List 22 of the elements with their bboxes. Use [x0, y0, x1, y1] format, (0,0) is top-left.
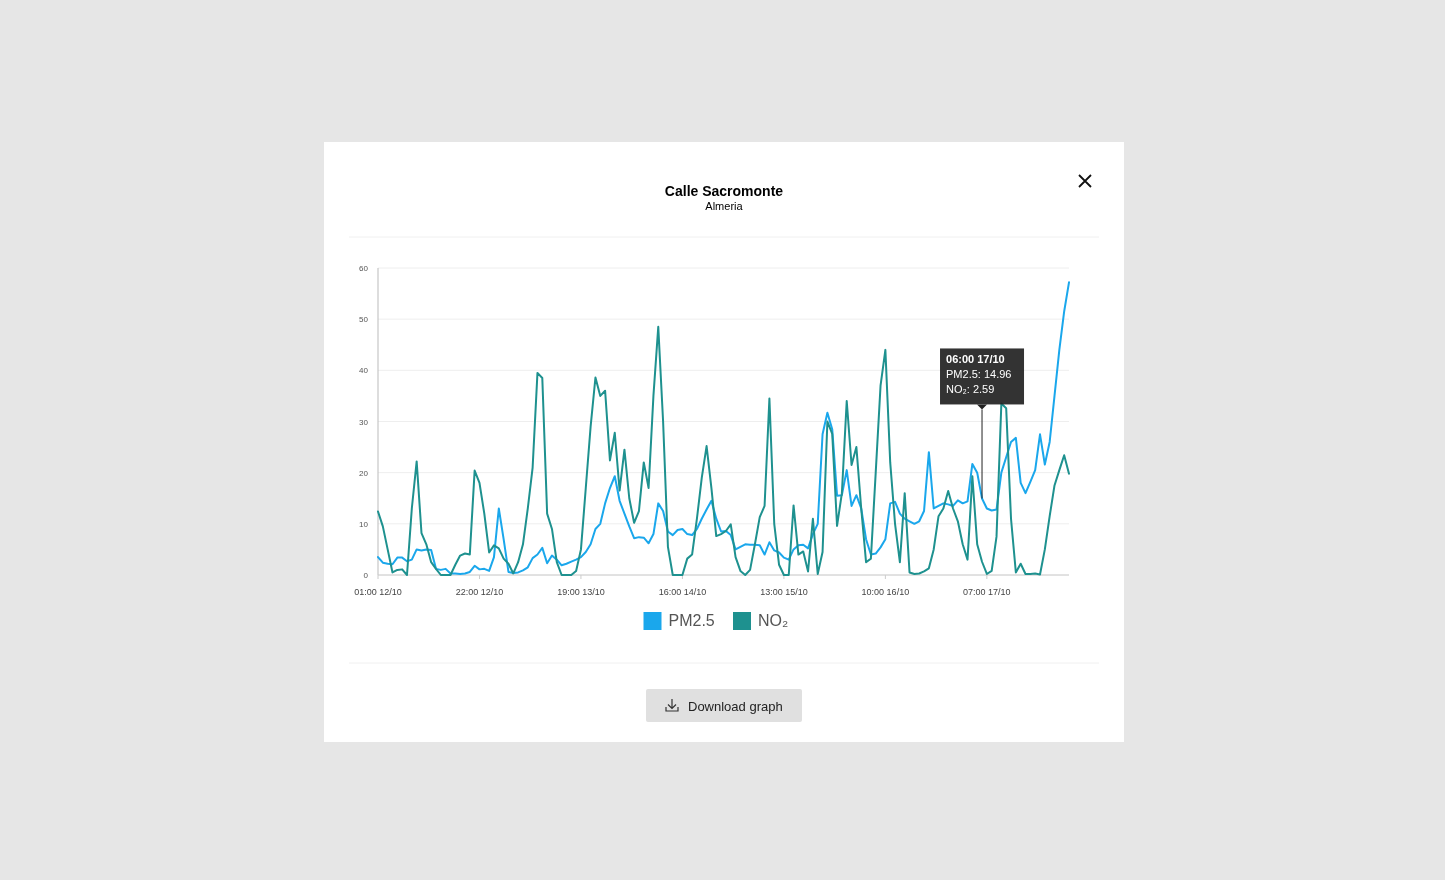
- x-tick-label: 22:00 12/10: [455, 587, 504, 597]
- annotation: 06:00 17/10 PM2.5: 14.96 NO₂: 2.59: [946, 353, 1012, 396]
- chart-title: Calle Sacromonte: [664, 183, 784, 199]
- y-tick-label: 40: [359, 366, 369, 376]
- x-tick-label: 16:00 14/10: [658, 587, 707, 597]
- y-tick-label: 10: [359, 519, 369, 529]
- x-tick-label: 07:00 17/10: [963, 587, 1011, 597]
- chart-subtitle: Almeria: [705, 200, 744, 212]
- text: Download graph: [688, 699, 783, 714]
- y-tick-label: 30: [359, 417, 369, 427]
- line-series: [377, 325, 1070, 576]
- y-tick-label: 60: [359, 264, 369, 273]
- y-tick-label: 20: [359, 468, 369, 478]
- x-tick-label: 10:00 16/10: [861, 587, 910, 597]
- y-tick-label: 50: [359, 315, 369, 325]
- x-tick-label: 13:00 15/10: [760, 587, 808, 597]
- legend-label: NO₂: [758, 612, 789, 629]
- tooltip: 06:00 17/10 PM2.5: 14.96 NO₂: 2.59: [940, 348, 1024, 499]
- legend-label: PM2.5: [668, 612, 715, 629]
- x-tick-label: 01:00 12/10: [354, 587, 402, 597]
- y-tick-label: 0: [363, 571, 369, 580]
- x-tick-label: 19:00 13/10: [557, 587, 605, 597]
